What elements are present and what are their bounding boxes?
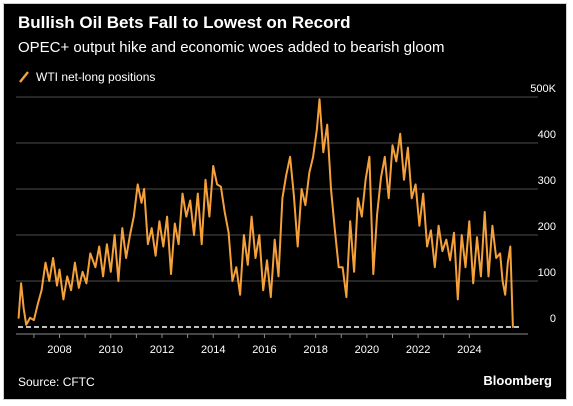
x-tick-label: 2008 <box>47 344 71 356</box>
y-tick-label: 500K <box>530 83 556 95</box>
chart-frame: Bullish Oil Bets Fall to Lowest on Recor… <box>3 3 567 400</box>
y-tick-label: 0 <box>550 313 556 325</box>
x-tick-label: 2018 <box>303 344 327 356</box>
x-tick-label: 2024 <box>457 344 481 356</box>
legend-swatch-icon <box>19 71 29 83</box>
x-tick-label: 2016 <box>252 344 276 356</box>
series-line-wti-net-long <box>17 98 514 328</box>
legend-label: WTI net-long positions <box>36 70 156 84</box>
legend: WTI net-long positions <box>18 70 155 84</box>
x-tick-label: 2020 <box>355 344 379 356</box>
chart-subtitle: OPEC+ output hike and economic woes adde… <box>18 39 445 56</box>
x-tick-label: 2022 <box>406 344 430 356</box>
source-note: Source: CFTC <box>18 375 95 389</box>
y-tick-label: 200 <box>538 221 556 233</box>
y-tick-label: 400 <box>538 129 556 141</box>
y-tick-label: 100 <box>538 267 556 279</box>
x-tick-label: 2010 <box>99 344 123 356</box>
x-tick-label: 2012 <box>150 344 174 356</box>
y-tick-label: 300 <box>538 175 556 187</box>
brand-logo: Bloomberg <box>483 373 552 388</box>
x-tick-label: 2014 <box>201 344 225 356</box>
chart-title: Bullish Oil Bets Fall to Lowest on Recor… <box>18 13 351 32</box>
chart-plot: 0 100 200 300 400 500K 2008 2010 2012 2014 2016 201… <box>16 83 557 356</box>
